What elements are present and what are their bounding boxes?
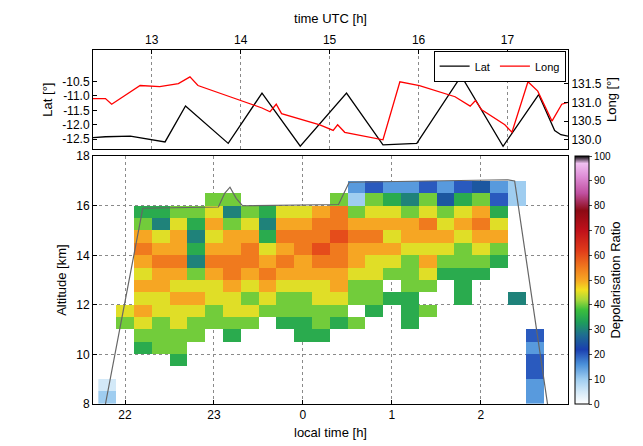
- svg-text:2: 2: [477, 408, 484, 422]
- svg-text:131.5: 131.5: [571, 77, 601, 91]
- svg-text:18: 18: [76, 149, 90, 163]
- svg-text:23: 23: [207, 408, 221, 422]
- svg-text:-12.0: -12.0: [62, 118, 90, 132]
- svg-text:10: 10: [76, 348, 90, 362]
- svg-text:0: 0: [594, 399, 600, 410]
- svg-text:15: 15: [323, 33, 337, 47]
- svg-text:80: 80: [594, 200, 606, 211]
- svg-text:Lat: Lat: [475, 60, 490, 72]
- svg-text:130.5: 130.5: [571, 114, 601, 128]
- svg-text:Altitude [km]: Altitude [km]: [54, 244, 69, 316]
- svg-text:8: 8: [83, 397, 90, 411]
- svg-text:100: 100: [594, 151, 611, 162]
- svg-text:1: 1: [389, 408, 396, 422]
- svg-text:60: 60: [594, 250, 606, 261]
- svg-text:131.0: 131.0: [571, 96, 601, 110]
- svg-text:local time [h]: local time [h]: [294, 425, 367, 440]
- svg-text:-10.5: -10.5: [62, 75, 90, 89]
- svg-text:13: 13: [145, 33, 159, 47]
- svg-text:130.0: 130.0: [571, 133, 601, 147]
- svg-text:16: 16: [76, 199, 90, 213]
- svg-text:50: 50: [594, 275, 606, 286]
- svg-text:90: 90: [594, 175, 606, 186]
- svg-text:Depolarisation Ratio: Depolarisation Ratio: [608, 221, 623, 338]
- svg-text:30: 30: [594, 324, 606, 335]
- svg-text:Long: Long: [535, 60, 559, 72]
- svg-text:time UTC [h]: time UTC [h]: [294, 11, 367, 26]
- svg-text:Long [°]: Long [°]: [604, 77, 619, 122]
- svg-text:Lat [°]: Lat [°]: [40, 83, 55, 117]
- svg-text:22: 22: [118, 408, 132, 422]
- svg-text:12: 12: [76, 298, 90, 312]
- svg-text:-11.5: -11.5: [63, 104, 90, 118]
- svg-text:16: 16: [412, 33, 426, 47]
- svg-text:-12.5: -12.5: [62, 132, 90, 146]
- svg-text:14: 14: [234, 33, 248, 47]
- svg-text:14: 14: [76, 249, 90, 263]
- svg-text:40: 40: [594, 299, 606, 310]
- svg-text:70: 70: [594, 225, 606, 236]
- svg-text:20: 20: [594, 349, 606, 360]
- svg-text:0: 0: [300, 408, 307, 422]
- svg-text:17: 17: [501, 33, 515, 47]
- svg-text:10: 10: [594, 374, 606, 385]
- svg-text:-11.0: -11.0: [63, 89, 90, 103]
